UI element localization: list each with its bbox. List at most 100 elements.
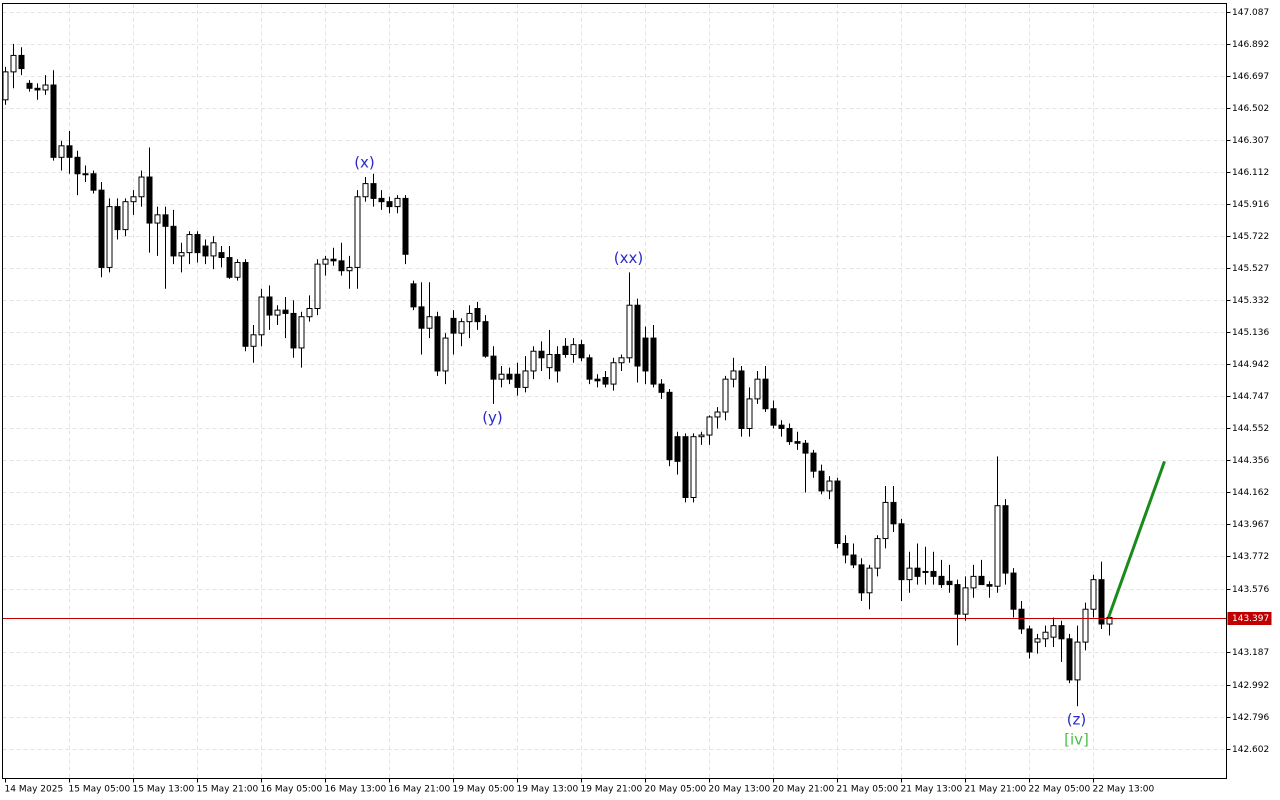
y-tick-label: 144.162 [1232,488,1269,498]
y-tick-label: 144.552 [1232,424,1269,434]
candle-body [850,554,857,566]
candle-body [498,373,505,380]
x-tick-label: 19 May 21:00 [581,785,643,795]
y-tick-label: 147.087 [1232,8,1269,18]
candle-body [194,234,201,254]
candle-body [242,261,249,347]
candle-body [594,378,601,382]
candle-body [306,308,313,318]
wave-label: [iv] [1064,731,1089,749]
candle-body [482,321,489,357]
candle-body [154,214,161,224]
candle-body [394,197,401,208]
candle-body [42,84,49,91]
x-tick-label: 14 May 2025 [5,785,64,795]
candle-body [18,54,25,70]
candle-body [922,570,929,573]
candle-body [930,570,937,577]
wave-label: (x) [354,154,375,172]
y-tick-label: 142.992 [1232,681,1269,691]
y-tick-label: 145.332 [1232,296,1269,306]
x-tick-label: 20 May 21:00 [773,785,835,795]
x-tick-label: 16 May 21:00 [389,785,451,795]
candle-body [218,252,225,259]
candle-body [1098,579,1105,625]
candle-body [1066,638,1073,681]
x-tick-label: 21 May 05:00 [837,785,899,795]
candle-body [250,334,257,347]
candle-body [738,370,745,429]
y-tick-label: 145.136 [1232,328,1269,338]
candle-body [906,567,913,581]
candle-body [1018,608,1025,630]
candle-body [474,308,481,323]
x-tick-label: 16 May 05:00 [261,785,323,795]
last-price-box [1227,612,1272,625]
candle-body [730,370,737,380]
candle-body [1074,641,1081,681]
candle-body [290,312,297,349]
candle-body [714,411,721,418]
candle-body [954,584,961,615]
candle-body [706,416,713,436]
candle-body [562,345,569,356]
candle-body [410,283,417,308]
candle-body [778,424,785,429]
candle-body [354,196,361,268]
candle-body [330,258,337,262]
candle-body [546,354,553,369]
candle-body [538,350,545,359]
candle-body [266,296,273,316]
candle-body [458,321,465,334]
x-tick-label: 15 May 13:00 [133,785,195,795]
candle-body [402,197,409,255]
x-tick-label: 21 May 13:00 [901,785,963,795]
candle-body [666,391,673,461]
candle-body [490,355,497,380]
candle-body [890,501,897,525]
x-tick-label: 21 May 21:00 [965,785,1027,795]
candle-body [962,587,969,615]
candle-body [674,436,681,462]
candle-body [90,173,97,191]
candle-body [26,82,33,89]
axes: 147.087 146.892 146.697 146.502 146.307 146.1… [5,8,1272,795]
plot: (x) (y) (xx) (z) [iv] [2,43,1227,749]
candle-body [690,436,697,498]
y-tick-label: 146.697 [1232,72,1269,82]
x-tick-label: 19 May 13:00 [517,785,579,795]
candle-body [122,201,129,231]
candle-body [810,452,817,472]
candle-body [554,354,561,372]
candle-body [58,145,65,158]
candle-body [130,196,137,203]
candle-body [98,189,105,268]
candle-body [1034,638,1041,643]
candle-body [834,480,841,545]
candle-body [882,501,889,540]
y-tick-label: 143.576 [1232,585,1269,595]
candle-body [146,176,153,224]
y-tick-label: 143.967 [1232,520,1269,530]
candle-body [386,201,393,208]
x-tick-label: 20 May 05:00 [645,785,707,795]
candle-body [346,266,353,272]
candle-body [1090,579,1097,610]
candle-body [34,87,41,91]
candle-body [138,176,145,198]
candle-body [10,54,17,73]
x-tick-label: 22 May 05:00 [1029,785,1091,795]
candle-body [178,252,185,257]
candle-body [1050,625,1057,638]
candle-body [970,575,977,589]
y-tick-label: 144.942 [1232,360,1269,370]
y-tick-label: 145.916 [1232,200,1269,210]
candle-body [370,183,377,199]
candle-body [650,337,657,385]
candle-body [1026,628,1033,653]
y-tick-label: 142.796 [1232,713,1269,723]
candle-body [66,145,73,158]
candle-body [418,306,425,329]
candle-body [842,543,849,556]
